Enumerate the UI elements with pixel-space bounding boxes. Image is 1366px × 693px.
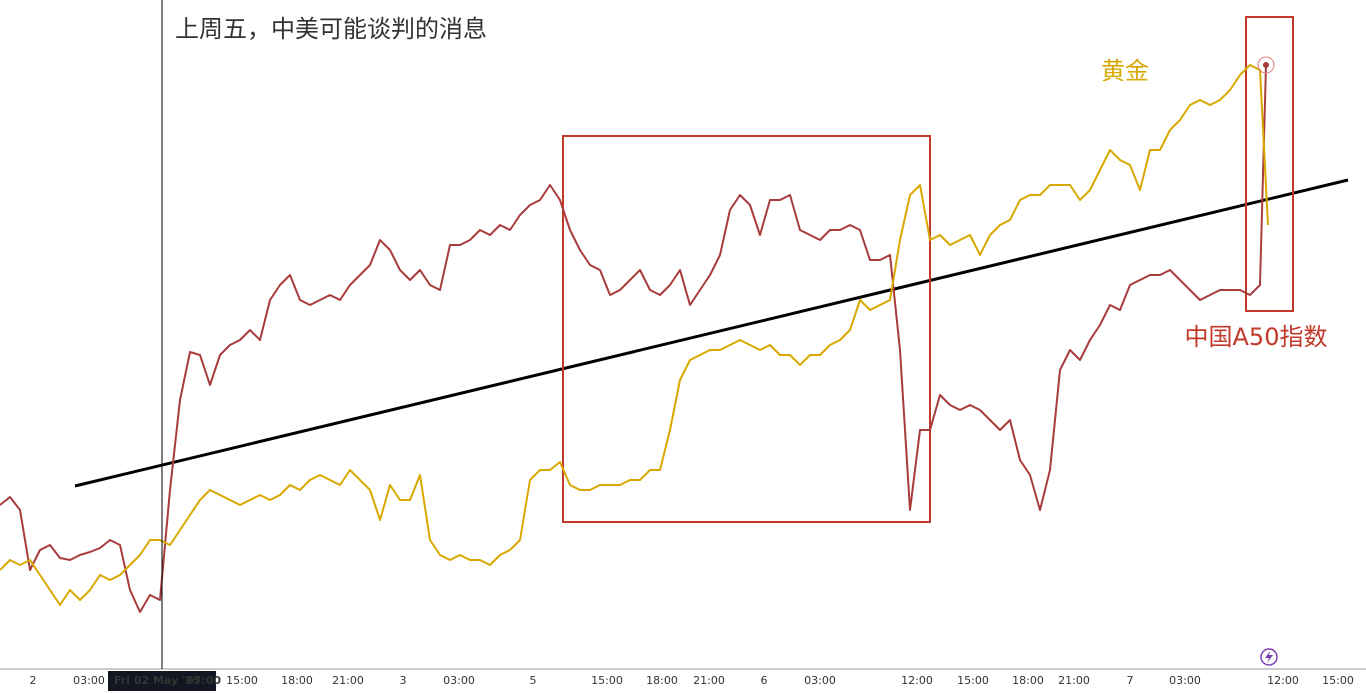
x-tick-label: 21:00 bbox=[1058, 674, 1090, 687]
x-tick-label: 5 bbox=[530, 674, 537, 687]
x-tick-label: 2 bbox=[30, 674, 37, 687]
x-tick-label: 15:00 bbox=[957, 674, 989, 687]
highlight-box bbox=[1245, 16, 1294, 312]
series-line bbox=[0, 64, 1269, 606]
x-tick-label: 3 bbox=[400, 674, 407, 687]
x-tick-label: 18:00 bbox=[646, 674, 678, 687]
chart-title: 上周五，中美可能谈判的消息 bbox=[175, 15, 487, 43]
x-tick-label: 15:00 bbox=[1322, 674, 1354, 687]
x-tick-label: 7 bbox=[1127, 674, 1134, 687]
x-tick-label: 21:00 bbox=[332, 674, 364, 687]
x-tick-label: 18:00 bbox=[1012, 674, 1044, 687]
x-tick-label: 12:00 bbox=[901, 674, 933, 687]
x-tick-label: 03:00 bbox=[1169, 674, 1201, 687]
x-tick-label: 15:00 bbox=[226, 674, 258, 687]
series-label: 中国A50指数 bbox=[1185, 323, 1328, 351]
crosshair-label-bg bbox=[108, 671, 216, 691]
trend-line bbox=[74, 178, 1349, 488]
x-tick-label: 12:00 bbox=[1267, 674, 1299, 687]
highlight-box bbox=[562, 135, 931, 523]
x-tick-label: 03:00 bbox=[443, 674, 475, 687]
x-tick-label: 15:00 bbox=[591, 674, 623, 687]
x-tick-label: 18:00 bbox=[281, 674, 313, 687]
x-tick-label: 03:00 bbox=[73, 674, 105, 687]
crosshair-date: Fri 02 May '25 bbox=[114, 674, 201, 687]
series-label: 黄金 bbox=[1101, 57, 1149, 85]
x-tick-label: 21:00 bbox=[693, 674, 725, 687]
series-line bbox=[0, 64, 1267, 613]
end-marker bbox=[1257, 56, 1275, 74]
end-dot bbox=[1263, 62, 1269, 68]
crosshair-time: 07:00 bbox=[186, 674, 221, 687]
lightning-icon[interactable] bbox=[1260, 648, 1278, 666]
x-tick-label: 6 bbox=[761, 674, 768, 687]
x-tick-label: 03:00 bbox=[804, 674, 836, 687]
